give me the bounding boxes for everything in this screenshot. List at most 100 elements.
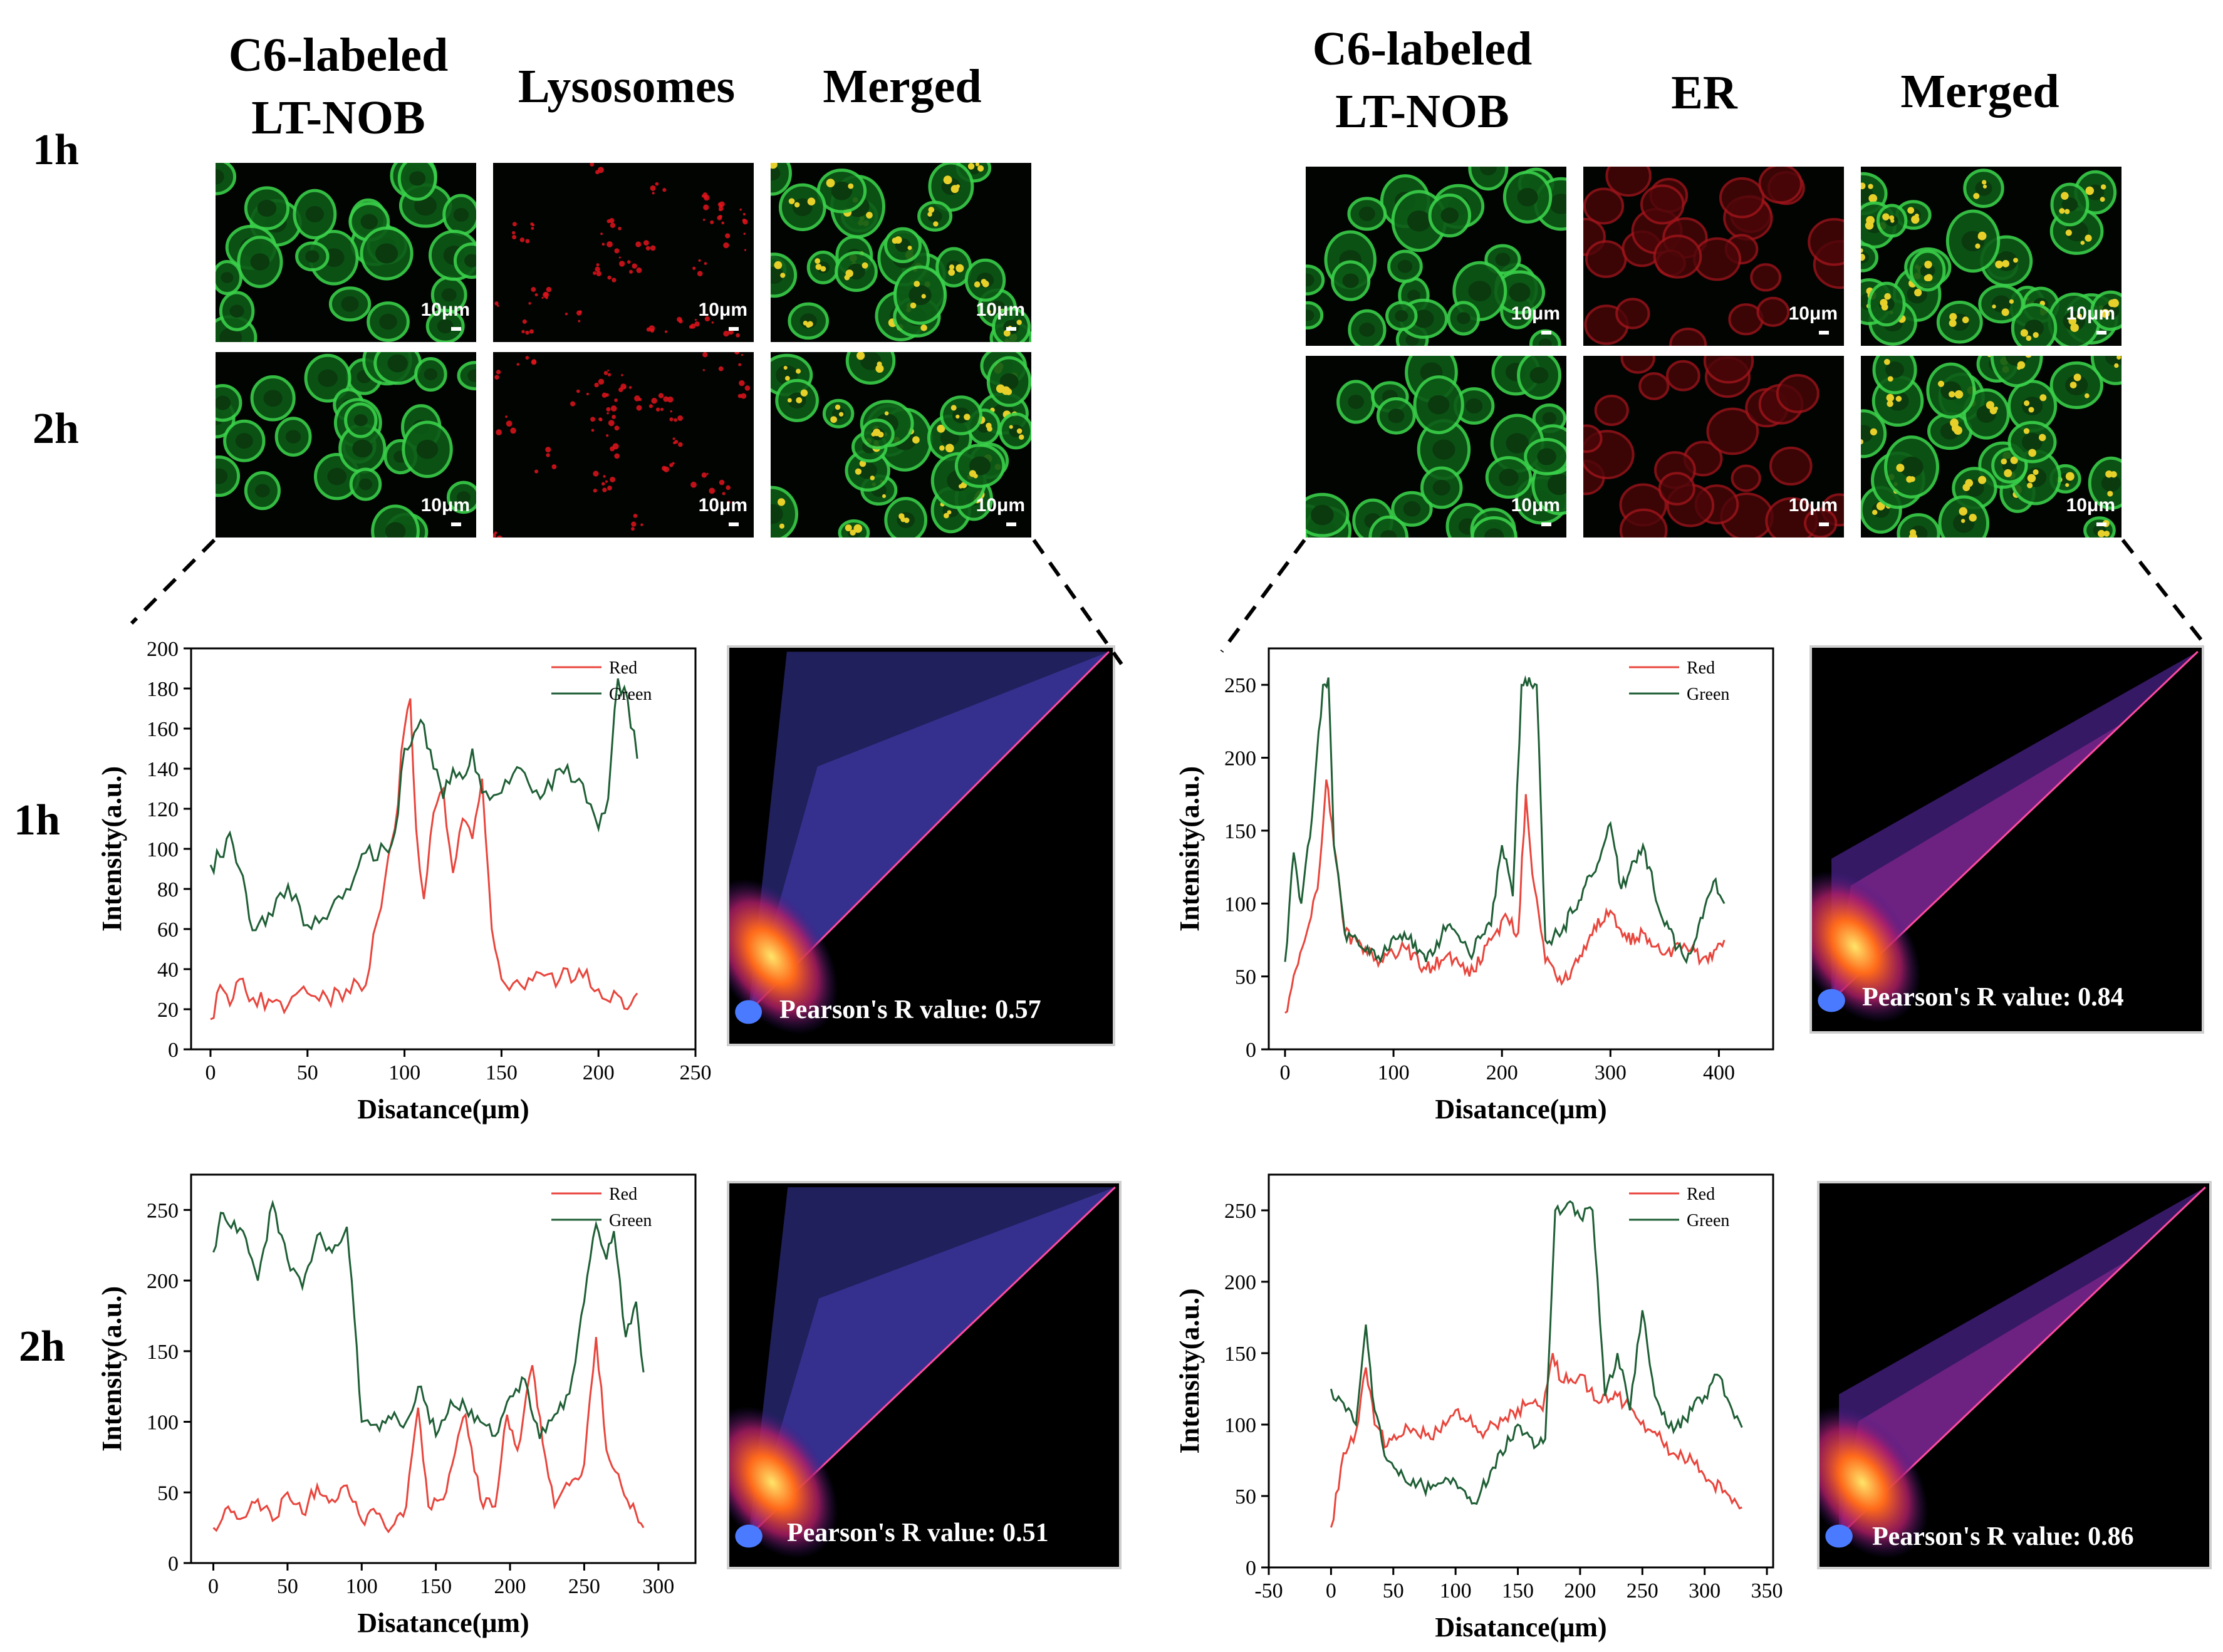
scale-label: 10μm — [698, 495, 747, 516]
micrograph-c6-2h-right: 10μm — [1304, 355, 1568, 539]
y-tick-label: 60 — [157, 918, 179, 942]
y-tick-label: 100 — [1224, 893, 1256, 916]
legend-label-red: Red — [609, 1185, 637, 1204]
micrograph-merged-1h-right: 10μm — [1860, 165, 2123, 347]
x-tick-label: 100 — [1378, 1061, 1410, 1084]
line-chart-er-1h: 0 100 200 300 400 0 50 100 150 200 250 Disatance(μm… — [1174, 647, 1774, 1125]
line-chart-lysosomes-1h: 0 50 100 150 200 250 0 20 40 60 80 100 120 140 160 180 2… — [96, 638, 712, 1125]
x-tick-label: 200 — [1564, 1579, 1596, 1603]
plot-row-label-2h: 2h — [19, 1322, 65, 1371]
x-tick-label: -50 — [1254, 1579, 1283, 1603]
scale-bar — [729, 327, 739, 331]
scale-bar — [729, 522, 739, 526]
y-axis-label: Intensity(a.u.) — [96, 1286, 127, 1452]
plot-row-label-1h: 1h — [14, 796, 60, 844]
x-axis-label: Disatance(μm) — [1435, 1612, 1606, 1643]
zoom-line — [2121, 539, 2207, 647]
colocalization-scatter-lyso-1h: Pearson's R value: 0.57 — [727, 645, 1115, 1046]
x-tick-label: 0 — [208, 1575, 219, 1598]
micrograph-c6-1h-right: 10μm — [1304, 165, 1568, 347]
y-tick-label: 150 — [147, 1341, 179, 1364]
micrograph-c6-2h: 10μm — [214, 351, 477, 539]
row-label-2h-left: 2h — [33, 405, 79, 453]
x-tick-label: 0 — [205, 1061, 216, 1084]
micrograph-c6-1h: 10μm — [214, 162, 477, 343]
zoom-line — [1220, 539, 1306, 653]
scale-label: 10μm — [420, 299, 470, 320]
micrograph-texture — [493, 352, 754, 538]
scale-bar — [1819, 331, 1829, 335]
x-tick-label: 300 — [1595, 1061, 1627, 1084]
scale-bar — [451, 522, 461, 526]
plot-frame — [1268, 647, 1774, 1051]
x-tick-label: 100 — [1440, 1579, 1472, 1603]
legend-label-red: Red — [609, 658, 637, 678]
micrograph-texture — [771, 163, 1031, 342]
x-tick-label: 50 — [297, 1061, 318, 1084]
scatter-density — [729, 1187, 1116, 1559]
scale-bar — [2096, 522, 2106, 526]
y-tick-label: 200 — [1224, 747, 1256, 771]
y-tick-label: 150 — [1224, 1343, 1256, 1366]
scale-bar — [1541, 331, 1551, 335]
scale-label: 10μm — [420, 495, 470, 516]
y-tick-label: 120 — [147, 798, 179, 821]
y-tick-label: 40 — [157, 958, 179, 982]
title-merged-left: Merged — [823, 60, 982, 113]
scatter-density — [1812, 651, 2199, 1023]
zoom-line — [130, 538, 216, 625]
y-tick-label: 100 — [147, 1411, 179, 1435]
y-tick-label: 250 — [1224, 1200, 1256, 1223]
title-merged-right: Merged — [1900, 65, 2059, 118]
micrograph-texture — [493, 163, 754, 342]
y-tick-label: 20 — [157, 999, 179, 1022]
series-line-red — [210, 698, 638, 1021]
y-axis-label: Intensity(a.u.) — [96, 766, 127, 932]
x-tick-label: 250 — [680, 1061, 712, 1084]
pearson-r-value: Pearson's R value: 0.57 — [779, 995, 1041, 1024]
micrograph-lysosomes-2h: 10μm — [492, 351, 755, 539]
series-line-green — [1330, 1200, 1743, 1505]
y-tick-label: 100 — [1224, 1414, 1256, 1437]
x-tick-label: 250 — [1627, 1579, 1658, 1603]
y-tick-label: 80 — [157, 878, 179, 901]
micrograph-texture — [216, 163, 476, 342]
micrograph-merged-2h-left: 10μm — [769, 351, 1033, 539]
micrograph-merged-1h-left: 10μm — [769, 162, 1033, 343]
x-tick-label: 350 — [1751, 1579, 1783, 1603]
scale-label: 10μm — [976, 495, 1025, 516]
x-tick-label: 50 — [277, 1575, 298, 1598]
y-tick-label: 100 — [147, 838, 179, 861]
x-tick-label: 50 — [1383, 1579, 1404, 1603]
pearson-r-value: Pearson's R value: 0.51 — [787, 1519, 1049, 1547]
legend-label-green: Green — [1687, 685, 1729, 704]
x-tick-label: 150 — [420, 1575, 452, 1598]
pearson-r-value: Pearson's R value: 0.86 — [1872, 1522, 2134, 1551]
x-tick-label: 100 — [346, 1575, 378, 1598]
y-tick-label: 250 — [1224, 674, 1256, 697]
micrograph-texture — [1861, 167, 2121, 346]
legend-label-green: Green — [609, 1211, 652, 1230]
y-tick-label: 180 — [147, 678, 179, 701]
y-tick-label: 0 — [1246, 1557, 1256, 1580]
y-tick-label: 50 — [157, 1482, 179, 1505]
micrograph-texture — [1861, 356, 2121, 538]
micrograph-texture — [1306, 167, 1566, 346]
x-tick-label: 250 — [568, 1575, 600, 1598]
x-tick-label: 300 — [642, 1575, 674, 1598]
title-lysosomes: Lysosomes — [518, 60, 736, 113]
x-tick-label: 200 — [583, 1061, 615, 1084]
x-tick-label: 0 — [1279, 1061, 1290, 1084]
y-tick-label: 50 — [1235, 966, 1256, 989]
x-tick-label: 300 — [1689, 1579, 1721, 1603]
plot-frame — [190, 1173, 697, 1564]
y-axis-label: Intensity(a.u.) — [1174, 766, 1205, 932]
micrograph-er-1h: 10μm — [1582, 165, 1845, 347]
legend-label-green: Green — [1687, 1211, 1729, 1230]
micrograph-texture — [216, 352, 476, 538]
x-tick-label: 100 — [388, 1061, 420, 1084]
micrograph-texture — [1583, 356, 1844, 538]
y-tick-label: 50 — [1235, 1485, 1256, 1509]
y-tick-label: 0 — [1246, 1039, 1256, 1062]
